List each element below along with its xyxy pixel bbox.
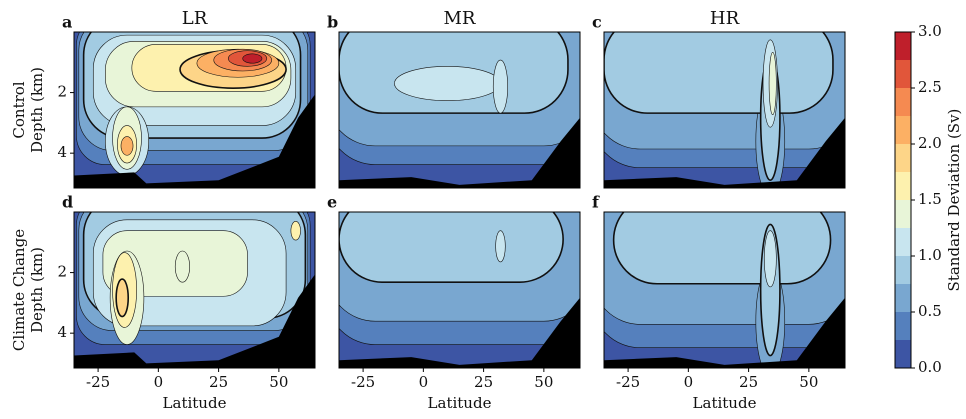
colorbar-tick-label: 2.0	[918, 134, 942, 152]
y-tick-label: 4	[57, 323, 67, 341]
panel-title: HR	[710, 8, 740, 29]
field	[339, 212, 580, 368]
row-label: Climate Change	[10, 229, 28, 351]
panel-frame	[338, 211, 581, 369]
x-tick-label: 50	[269, 373, 288, 391]
x-tick-label: 0	[154, 373, 164, 391]
colorbar-band	[895, 32, 911, 60]
x-tick-label: -25	[351, 373, 375, 391]
x-tick-label: 0	[419, 373, 429, 391]
colorbar-label: Standard Deviation (Sv)	[945, 109, 963, 292]
x-axis-label: Latitude	[693, 394, 757, 412]
colorbar-band	[895, 88, 911, 116]
contour-region	[290, 221, 301, 241]
x-tick-label: 50	[534, 373, 553, 391]
y-tick-label: 2	[57, 263, 67, 281]
contour-region	[612, 212, 832, 285]
panel-label: a	[62, 13, 72, 32]
panel-label: c	[592, 13, 602, 32]
contour-region	[115, 278, 130, 318]
contour-region	[768, 51, 777, 115]
contour-region	[120, 136, 134, 156]
panel: f -25 0 25 50 Latitude	[592, 193, 846, 412]
contour-region	[492, 59, 508, 114]
panel-title: LR	[182, 8, 208, 29]
colorbar: 0.0 0.5 1.0 1.5 2.0 2.5 3.0 Standard Deviation …	[894, 22, 963, 376]
x-tick-label: 25	[474, 373, 493, 391]
contour-region	[339, 212, 564, 283]
panel-label: b	[327, 13, 338, 32]
colorbar-band	[895, 144, 911, 172]
topography	[339, 117, 580, 188]
panel: d -25 0 25 50 2 4 Latitude Climate Change Depth (…	[10, 193, 316, 412]
field	[604, 32, 845, 188]
panel-frame	[73, 31, 316, 189]
contour-region	[604, 32, 834, 114]
contour-region	[495, 230, 506, 263]
colorbar-band	[895, 228, 911, 256]
colorbar-band	[895, 116, 911, 144]
x-axis-label: Latitude	[428, 394, 492, 412]
field	[339, 32, 580, 188]
colorbar-band	[895, 60, 911, 88]
colorbar-band	[895, 284, 911, 312]
contour-region	[394, 66, 501, 101]
field	[74, 212, 315, 368]
contour-region	[174, 250, 190, 283]
row-label: Control	[10, 81, 28, 138]
panel: e -25 0 25 50 Latitude	[327, 193, 581, 412]
panel-frame	[73, 211, 316, 369]
panel: a LR 2 4 Control Depth (km)	[10, 8, 316, 189]
panel-label: f	[592, 193, 600, 212]
colorbar-band	[895, 200, 911, 228]
colorbar-tick-label: 2.5	[918, 78, 942, 96]
topography	[604, 297, 845, 368]
panel: b MR	[327, 8, 581, 189]
field	[74, 32, 315, 188]
panel-label: d	[62, 193, 73, 212]
colorbar-tick-label: 0.0	[918, 358, 942, 376]
y-axis-label: Depth (km)	[28, 67, 46, 153]
panel-frame	[603, 31, 846, 189]
topography	[74, 274, 315, 368]
colorbar-band	[895, 172, 911, 200]
colorbar-tick-label: 1.0	[918, 246, 942, 264]
x-tick-label: -25	[86, 373, 110, 391]
y-tick-label: 2	[57, 83, 67, 101]
y-axis-label: Depth (km)	[28, 247, 46, 333]
topography	[74, 94, 315, 188]
colorbar-band	[895, 256, 911, 284]
colorbar-tick-label: 3.0	[918, 22, 942, 40]
x-tick-label: 50	[799, 373, 818, 391]
y-tick-label: 4	[57, 143, 67, 161]
panel: c HR	[592, 8, 846, 189]
field	[604, 212, 845, 368]
contour-region	[763, 230, 777, 288]
panel-label: e	[327, 193, 337, 212]
contour-region	[242, 53, 263, 64]
colorbar-tick-label: 1.5	[918, 190, 942, 208]
colorbar-band	[895, 340, 911, 368]
topography	[339, 297, 580, 368]
x-tick-label: 25	[739, 373, 758, 391]
x-tick-label: -25	[616, 373, 640, 391]
x-tick-label: 0	[684, 373, 694, 391]
panel-frame	[338, 31, 581, 189]
topography	[604, 117, 845, 188]
colorbar-tick-label: 0.5	[918, 302, 942, 320]
colorbar-band	[895, 312, 911, 340]
panel-title: MR	[444, 8, 476, 29]
panel-frame	[603, 211, 846, 369]
x-tick-label: 25	[209, 373, 228, 391]
x-axis-label: Latitude	[163, 394, 227, 412]
